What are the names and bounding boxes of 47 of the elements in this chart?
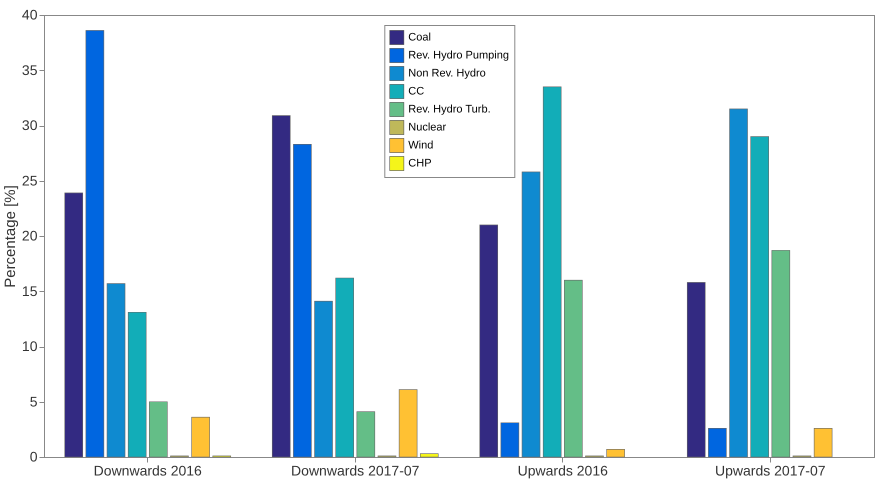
bar bbox=[335, 278, 354, 458]
y-tick-label: 40 bbox=[22, 6, 38, 22]
x-tick-label: Downwards 2017-07 bbox=[291, 462, 420, 478]
bar bbox=[479, 224, 498, 458]
legend-label: Non Rev. Hydro bbox=[408, 68, 486, 80]
legend-label: Wind bbox=[408, 140, 434, 152]
bar bbox=[708, 428, 727, 458]
bar bbox=[522, 172, 540, 458]
bar bbox=[772, 250, 790, 458]
y-tick-label: 25 bbox=[22, 172, 38, 188]
bar bbox=[314, 300, 333, 458]
bar bbox=[86, 30, 104, 458]
bar bbox=[64, 192, 84, 458]
legend-label: Rev. Hydro Turb. bbox=[408, 104, 491, 116]
legend-label: CHP bbox=[408, 158, 432, 170]
bar bbox=[149, 401, 168, 458]
bar bbox=[729, 108, 748, 458]
bar bbox=[750, 136, 769, 458]
y-tick-label: 35 bbox=[22, 62, 38, 78]
y-tick-label: 20 bbox=[22, 228, 38, 244]
y-tick-label: 30 bbox=[22, 117, 38, 133]
legend-label: Nuclear bbox=[408, 122, 447, 134]
x-tick-label: Downwards 2016 bbox=[94, 462, 202, 478]
x-tick-label: Upwards 2017-07 bbox=[714, 462, 826, 478]
bar bbox=[564, 280, 583, 458]
bar bbox=[398, 389, 418, 458]
x-tick-label: Upwards 2016 bbox=[518, 462, 608, 478]
y-axis-title: Percentage [%] bbox=[2, 185, 19, 288]
y-tick-label: 0 bbox=[30, 448, 38, 464]
bar bbox=[686, 282, 706, 458]
bar bbox=[356, 411, 376, 458]
bar bbox=[814, 428, 832, 458]
bar bbox=[106, 283, 126, 458]
bar bbox=[293, 144, 312, 458]
bar bbox=[420, 453, 439, 458]
y-tick-label: 10 bbox=[22, 338, 38, 354]
legend-label: CC bbox=[408, 86, 424, 98]
bar bbox=[191, 416, 210, 458]
bar bbox=[272, 115, 291, 458]
legend-label: Coal bbox=[408, 32, 431, 44]
bar bbox=[128, 312, 146, 458]
legend-label: Rev. Hydro Pumping bbox=[408, 50, 509, 62]
y-tick-label: 5 bbox=[30, 393, 38, 410]
bar bbox=[500, 422, 520, 458]
bar bbox=[606, 448, 625, 458]
bar bbox=[542, 86, 562, 458]
y-tick-label: 15 bbox=[22, 282, 38, 299]
